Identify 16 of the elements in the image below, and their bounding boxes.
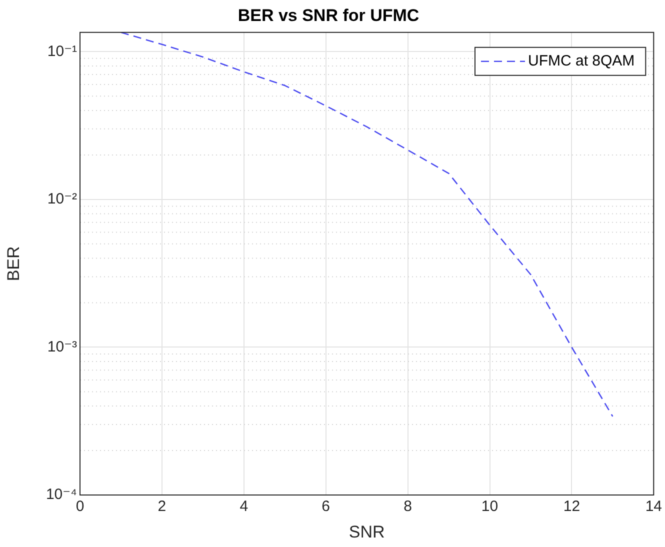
- x-axis-title: SNR: [348, 522, 385, 542]
- y-tick-label: 10⁻⁴: [46, 486, 77, 504]
- y-tick-label: 10⁻¹: [47, 42, 77, 60]
- x-tick-label: 0: [76, 498, 84, 516]
- x-tick-label: 2: [158, 498, 166, 516]
- x-tick-label: 14: [645, 498, 662, 516]
- chart-title: BER vs SNR for UFMC: [238, 6, 420, 25]
- legend-label: UFMC at 8QAM: [528, 52, 635, 70]
- x-tick-label: 4: [240, 498, 248, 516]
- x-tick-label: 6: [322, 498, 330, 516]
- y-axis-title: BER: [4, 246, 23, 282]
- y-tick-label: 10⁻³: [47, 338, 77, 356]
- x-tick-label: 12: [563, 498, 580, 516]
- x-tick-label: 8: [404, 498, 412, 516]
- x-tick-label: 10: [481, 498, 498, 516]
- y-tick-label: 10⁻²: [47, 190, 77, 208]
